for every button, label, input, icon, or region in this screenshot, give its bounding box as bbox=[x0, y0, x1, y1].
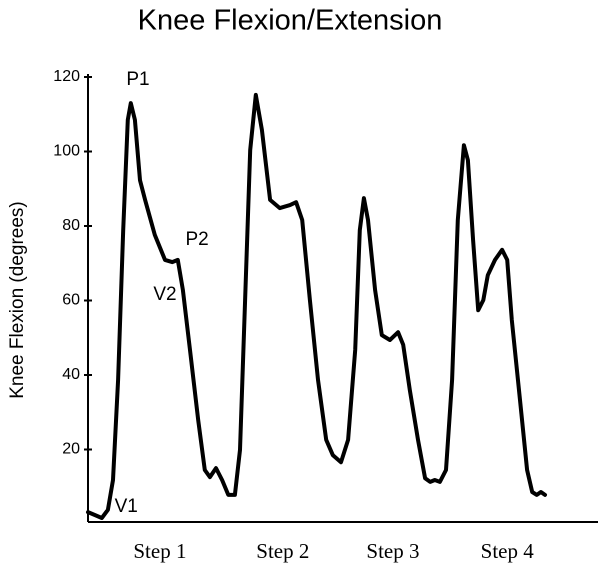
x-tick-label: Step 3 bbox=[366, 539, 419, 563]
y-tick-label: 40 bbox=[62, 366, 80, 383]
y-tick-label: 20 bbox=[62, 441, 80, 458]
y-tick-label: 80 bbox=[62, 217, 80, 234]
annotation: V2 bbox=[153, 284, 176, 305]
y-axis-label: Knee Flexion (degrees) bbox=[7, 201, 28, 399]
annotation: P2 bbox=[186, 229, 209, 250]
y-tick-label: 100 bbox=[53, 143, 80, 160]
annotation: P1 bbox=[126, 69, 149, 90]
annotation: V1 bbox=[115, 496, 138, 517]
x-tick-label: Step 2 bbox=[256, 539, 309, 563]
y-tick-label: 60 bbox=[62, 292, 80, 309]
chart-title: Knee Flexion/Extension bbox=[138, 5, 443, 37]
line bbox=[86, 92, 547, 520]
x-tick-label: Step 1 bbox=[133, 539, 186, 563]
x-tick-label: Step 4 bbox=[481, 539, 535, 563]
y-tick-label: 120 bbox=[53, 68, 80, 85]
